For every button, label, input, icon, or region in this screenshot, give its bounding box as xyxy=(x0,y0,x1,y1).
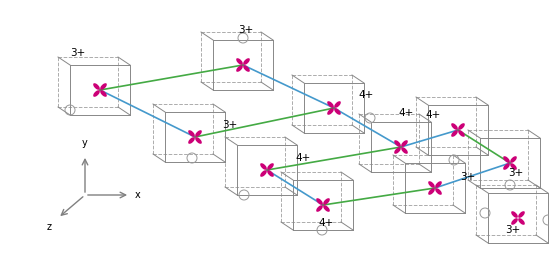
Ellipse shape xyxy=(316,198,323,205)
Ellipse shape xyxy=(334,101,341,108)
Text: 3+: 3+ xyxy=(70,48,85,58)
Text: 4+: 4+ xyxy=(295,153,310,163)
Text: 4+: 4+ xyxy=(398,108,413,118)
Text: y: y xyxy=(82,138,88,148)
Ellipse shape xyxy=(401,147,408,154)
Ellipse shape xyxy=(458,123,465,130)
Ellipse shape xyxy=(243,65,250,72)
Text: 3+: 3+ xyxy=(505,225,520,235)
Ellipse shape xyxy=(267,163,274,170)
Ellipse shape xyxy=(100,83,107,90)
Text: z: z xyxy=(47,222,52,232)
Ellipse shape xyxy=(327,101,334,108)
Ellipse shape xyxy=(510,163,517,170)
Ellipse shape xyxy=(236,58,243,65)
Ellipse shape xyxy=(236,65,243,72)
Text: 4+: 4+ xyxy=(358,90,373,100)
Ellipse shape xyxy=(401,140,408,147)
Ellipse shape xyxy=(458,130,465,137)
Ellipse shape xyxy=(435,181,442,188)
Text: 4+: 4+ xyxy=(318,218,333,228)
Text: 3+: 3+ xyxy=(222,120,237,130)
Ellipse shape xyxy=(243,58,250,65)
Text: 4+: 4+ xyxy=(425,110,440,120)
Ellipse shape xyxy=(316,205,323,212)
Ellipse shape xyxy=(511,218,518,225)
Text: 3+: 3+ xyxy=(460,172,475,182)
Text: 3+: 3+ xyxy=(238,25,253,35)
Ellipse shape xyxy=(428,181,435,188)
Ellipse shape xyxy=(451,123,458,130)
Ellipse shape xyxy=(323,205,330,212)
Ellipse shape xyxy=(503,163,510,170)
Ellipse shape xyxy=(518,211,525,218)
Ellipse shape xyxy=(195,137,202,144)
Ellipse shape xyxy=(511,211,518,218)
Ellipse shape xyxy=(195,130,202,137)
Ellipse shape xyxy=(260,170,267,177)
Ellipse shape xyxy=(93,83,100,90)
Ellipse shape xyxy=(518,218,525,225)
Ellipse shape xyxy=(260,163,267,170)
Ellipse shape xyxy=(188,137,195,144)
Ellipse shape xyxy=(334,108,341,115)
Ellipse shape xyxy=(503,156,510,163)
Text: 3+: 3+ xyxy=(508,168,523,178)
Ellipse shape xyxy=(428,188,435,195)
Ellipse shape xyxy=(93,90,100,97)
Ellipse shape xyxy=(188,130,195,137)
Ellipse shape xyxy=(327,108,334,115)
Ellipse shape xyxy=(394,140,401,147)
Text: x: x xyxy=(135,190,141,200)
Ellipse shape xyxy=(394,147,401,154)
Ellipse shape xyxy=(323,198,330,205)
Ellipse shape xyxy=(267,170,274,177)
Ellipse shape xyxy=(510,156,517,163)
Ellipse shape xyxy=(451,130,458,137)
Ellipse shape xyxy=(100,90,107,97)
Ellipse shape xyxy=(435,188,442,195)
